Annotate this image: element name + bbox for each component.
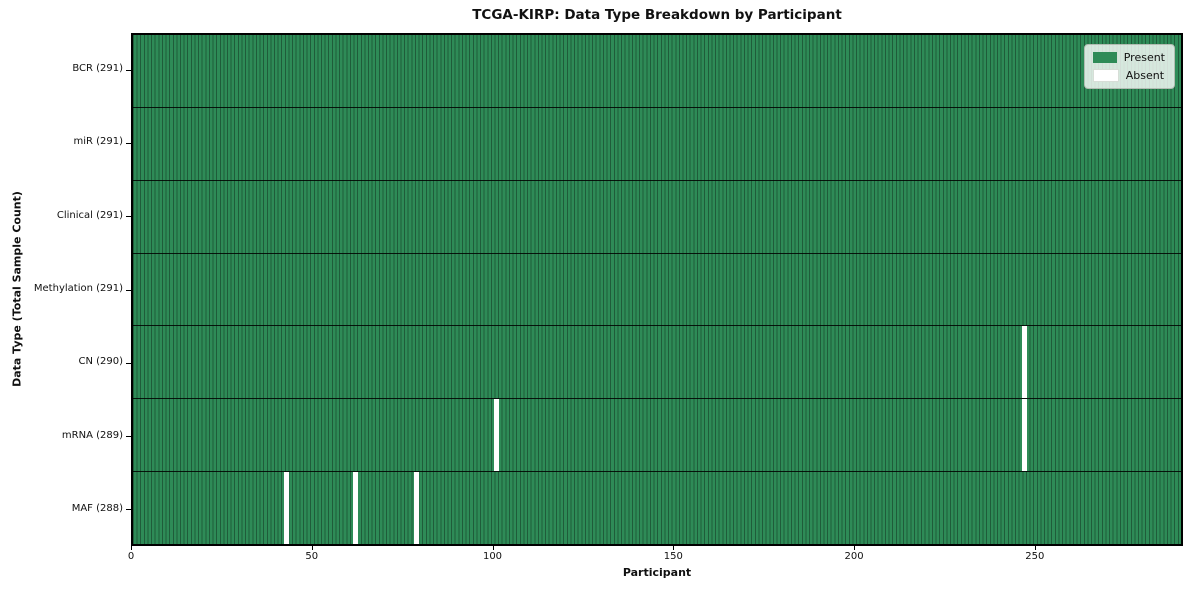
x-tick-mark — [854, 546, 856, 550]
legend-label-present: Present — [1123, 51, 1165, 64]
y-tick-mark — [126, 216, 131, 218]
y-tick-label: BCR (291) — [72, 63, 123, 75]
x-tick-label: 0 — [127, 551, 135, 562]
absent-cell — [493, 399, 499, 472]
y-tick-label: Methylation (291) — [33, 283, 123, 294]
chart-title: TCGA-KIRP: Data Type Breakdown by Partic… — [472, 7, 842, 23]
heatmap-row-cn — [133, 326, 1181, 400]
plot-area: Present Absent — [131, 33, 1183, 546]
x-tick-mark — [492, 546, 494, 550]
y-tick-label: mRNA (289) — [61, 429, 123, 441]
absent-cell — [1021, 399, 1027, 472]
legend-entry-absent: Absent — [1092, 69, 1165, 82]
y-tick-mark — [126, 289, 131, 291]
x-tick-mark — [311, 546, 313, 550]
legend: Present Absent — [1083, 44, 1175, 89]
x-tick-mark — [131, 546, 132, 550]
y-tick-mark — [126, 142, 131, 144]
x-tick-mark — [673, 546, 675, 550]
y-tick-mark — [126, 362, 131, 364]
heatmap-row-bcr — [133, 35, 1181, 108]
legend-label-absent: Absent — [1125, 69, 1165, 82]
heatmap-row-mir — [133, 107, 1181, 181]
present-swatch — [1092, 52, 1117, 63]
heatmap-row-mrna — [133, 399, 1181, 473]
x-tick-mark — [1034, 546, 1036, 550]
y-tick-label: MAF (288) — [71, 502, 123, 514]
absent-cell — [1021, 326, 1027, 399]
y-tick-label: Clinical (291) — [56, 209, 123, 221]
y-tick-label: miR (291) — [73, 136, 123, 148]
x-tick-label: 150 — [663, 551, 683, 562]
y-tick-mark — [126, 509, 131, 511]
heatmap-row-methylation — [133, 253, 1181, 327]
x-tick-label: 100 — [482, 551, 503, 562]
x-tick-label: 200 — [844, 551, 864, 562]
heatmap-row-clinical — [133, 180, 1181, 254]
x-tick-label: 50 — [305, 551, 319, 562]
absent-cell — [284, 472, 290, 545]
absent-cell — [352, 472, 358, 545]
x-axis-label: Participant — [622, 566, 692, 579]
x-tick-label: 250 — [1025, 551, 1045, 562]
y-tick-mark — [126, 69, 131, 71]
absent-cell — [414, 472, 420, 545]
y-tick-mark — [126, 436, 131, 438]
absent-swatch — [1092, 69, 1119, 82]
y-tick-label: CN (290) — [78, 356, 123, 368]
legend-entry-present: Present — [1092, 51, 1165, 64]
heatmap-row-maf — [133, 472, 1181, 545]
